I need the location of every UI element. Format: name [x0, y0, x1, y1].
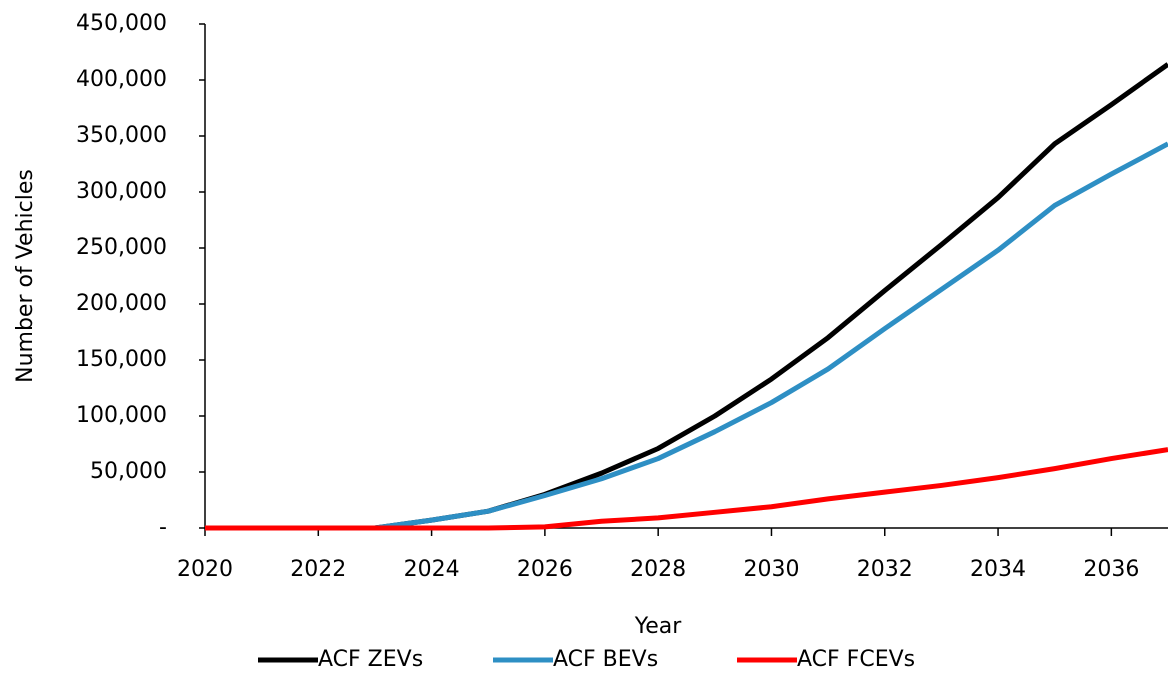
y-axis-label: Number of Vehicles: [13, 169, 38, 383]
x-tick-label: 2036: [1083, 557, 1139, 582]
y-tick-label: 300,000: [76, 179, 167, 204]
x-tick-label: 2028: [630, 557, 686, 582]
series-line: [205, 62, 1168, 531]
legend-label: ACF FCEVs: [797, 647, 915, 672]
y-tick-label: 350,000: [76, 123, 167, 148]
y-tick-label: 200,000: [76, 291, 167, 316]
legend-label: ACF ZEVs: [318, 647, 423, 672]
y-tick-label: 50,000: [90, 459, 167, 484]
x-tick-label: 2030: [743, 557, 799, 582]
series-line: [205, 141, 1168, 531]
x-axis-label: Year: [634, 614, 683, 639]
y-tick-label: 450,000: [76, 11, 167, 36]
x-tick-label: 2032: [857, 557, 913, 582]
y-tick-label: 400,000: [76, 67, 167, 92]
y-tick-label: 100,000: [76, 403, 167, 428]
y-tick-label: 250,000: [76, 235, 167, 260]
x-tick-label: 2026: [517, 557, 573, 582]
x-tick-label: 2034: [970, 557, 1026, 582]
x-tick-label: 2022: [290, 557, 346, 582]
x-tick-label: 2024: [404, 557, 460, 582]
legend-label: ACF BEVs: [553, 647, 658, 672]
y-tick-label: -: [159, 515, 167, 540]
x-tick-label: 2020: [177, 557, 233, 582]
y-tick-label: 150,000: [76, 347, 167, 372]
series-line: [205, 447, 1168, 531]
